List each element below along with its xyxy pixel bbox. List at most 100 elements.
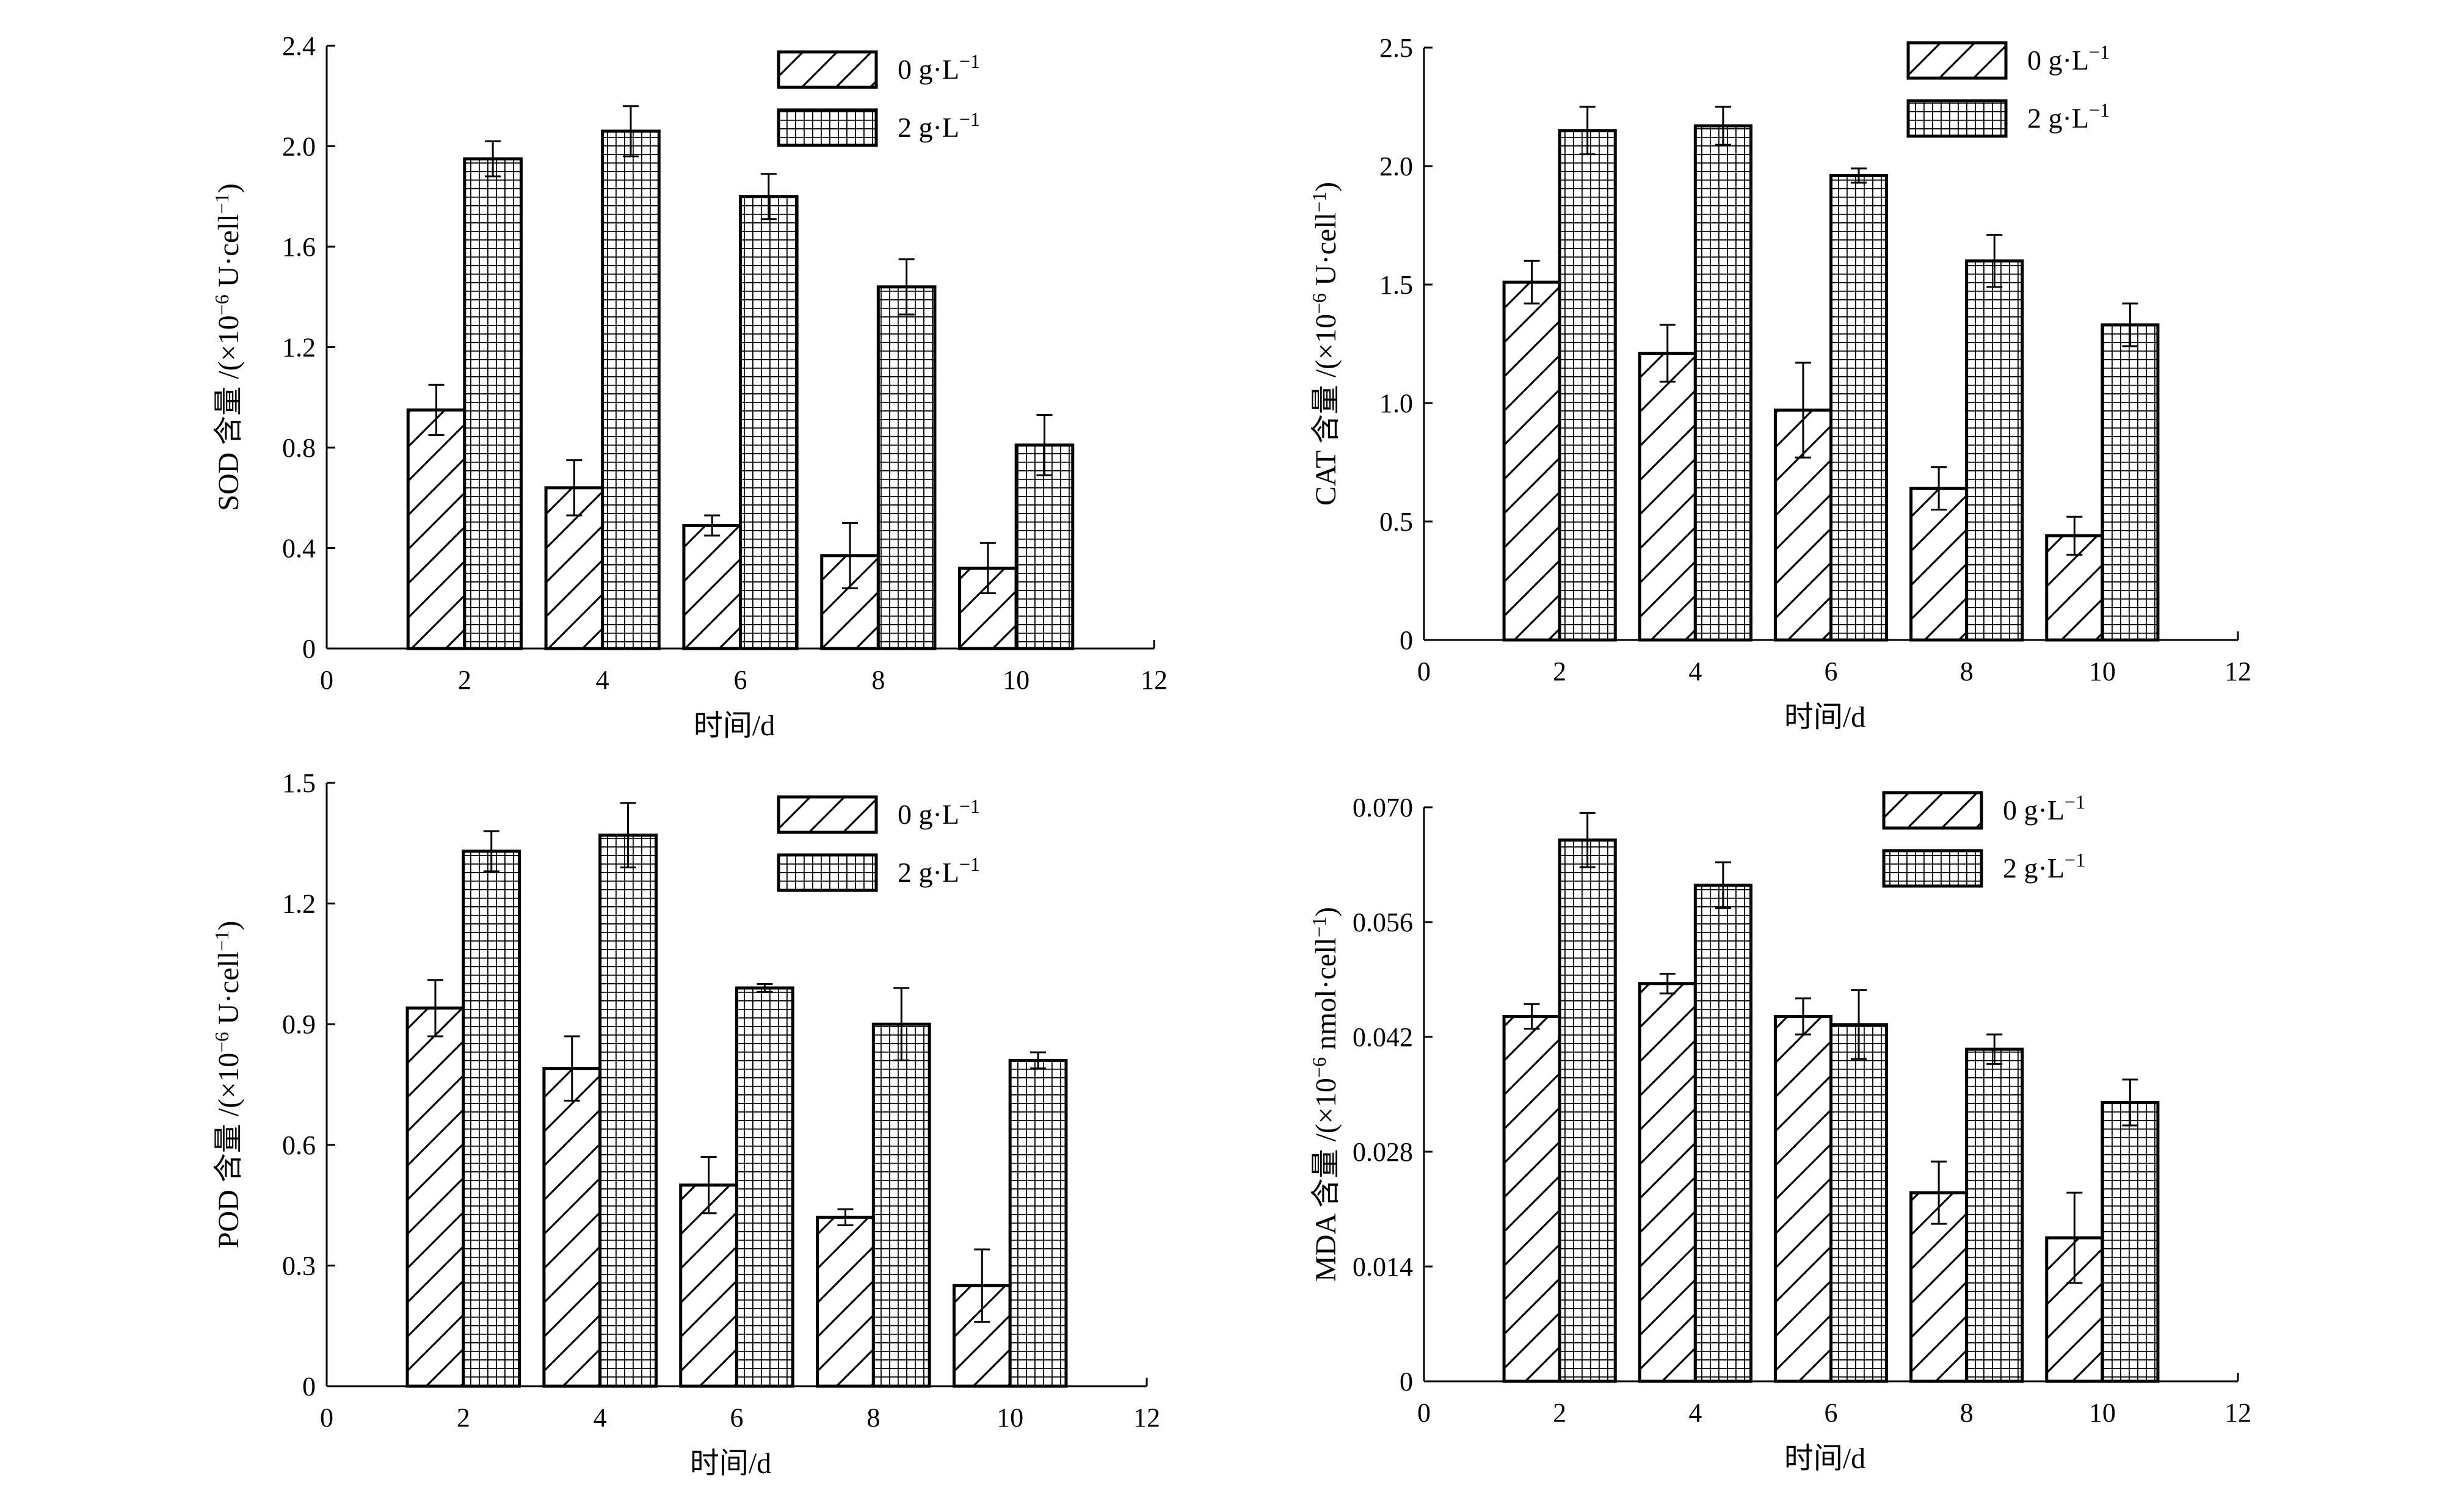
y-tick-label: 0.8 <box>282 433 316 463</box>
y-tick-label: 1.2 <box>282 333 316 363</box>
x-tick-label: 6 <box>730 1403 744 1433</box>
x-tick-label: 2 <box>457 1403 470 1433</box>
bar-2g-day-10 <box>2101 323 2160 642</box>
y-tick-label: 2.0 <box>282 132 316 162</box>
x-tick-label: 2 <box>1553 656 1566 686</box>
y-tick-label: 0 <box>302 1372 316 1401</box>
y-tick-label: 0.028 <box>1353 1137 1413 1167</box>
legend-swatch-grid-hatch <box>777 853 878 892</box>
x-axis-title: 时间/d <box>1784 1442 1865 1475</box>
legend-swatch-grid-hatch <box>1882 849 1983 888</box>
bar-2g-day-10 <box>1008 1058 1068 1388</box>
x-tick-label: 2 <box>458 665 471 695</box>
bar-2g-day-4 <box>601 129 661 650</box>
legend-swatch-diagonal-hatch <box>1882 791 1983 830</box>
bar-2g-day-8 <box>1965 1047 2024 1383</box>
x-tick-label: 0 <box>320 1403 333 1433</box>
y-tick-label: 0.014 <box>1353 1252 1413 1282</box>
bar-0g-day-8 <box>1909 487 1969 642</box>
legend-label: 2 g·L−1 <box>2027 99 2110 134</box>
legend: 0 g·L−1 2 g·L−1 <box>777 795 980 892</box>
x-tick-label: 0 <box>1417 1398 1431 1428</box>
legend-label: 2 g·L−1 <box>2003 849 2085 884</box>
x-tick-label: 12 <box>1141 665 1168 695</box>
x-tick-label: 12 <box>2225 1398 2251 1428</box>
y-axis-title: CAT 含量 /(×10−6 U·cell−1) <box>1308 182 1342 506</box>
bar-2g-day-4 <box>598 834 658 1388</box>
x-tick-label: 10 <box>1003 665 1030 695</box>
y-axis-title: MDA 含量 /(×10−6 nmol·cell−1) <box>1308 907 1342 1282</box>
y-tick-label: 2.4 <box>282 31 316 61</box>
bar-0g-day-6 <box>682 523 742 650</box>
bar-2g-day-2 <box>462 849 521 1388</box>
y-tick-label: 1.0 <box>1379 388 1413 418</box>
bar-0g-day-2 <box>1502 1014 1561 1383</box>
x-tick-label: 8 <box>871 665 885 695</box>
y-tick-label: 0.056 <box>1353 907 1413 937</box>
legend-label: 0 g·L−1 <box>2027 41 2110 76</box>
x-tick-label: 6 <box>1825 656 1838 686</box>
y-tick-label: 1.2 <box>282 889 316 919</box>
x-tick-label: 4 <box>1688 1398 1702 1428</box>
mda-chart: 0 0.014 0.028 0.042 0.056 0.070 0 2 4 6 8 10 12 时间/d M… <box>1308 791 2251 1475</box>
bar-2g-day-10 <box>1014 443 1075 650</box>
bar-2g-day-10 <box>2101 1100 2160 1383</box>
legend-swatch-diagonal-hatch <box>777 50 878 89</box>
legend-label: 0 g·L−1 <box>898 795 980 830</box>
y-tick-label: 1.5 <box>1379 270 1413 300</box>
bar-0g-day-2 <box>405 1006 465 1388</box>
x-tick-label: 12 <box>2225 656 2251 686</box>
bar-0g-day-6 <box>679 1183 739 1388</box>
bar-2g-day-8 <box>1965 259 2024 642</box>
x-tick-label: 0 <box>320 665 333 695</box>
y-tick-label: 1.6 <box>282 232 316 262</box>
y-tick-label: 0.9 <box>282 1009 316 1039</box>
y-tick-label: 0 <box>1400 1367 1413 1397</box>
legend-label: 2 g·L−1 <box>898 108 980 143</box>
y-tick-label: 1.5 <box>282 768 316 798</box>
bar-2g-day-6 <box>735 986 794 1388</box>
x-tick-label: 10 <box>2089 1398 2116 1428</box>
bar-2g-day-4 <box>1693 124 1752 642</box>
legend-label: 0 g·L−1 <box>2003 791 2085 826</box>
x-tick-label: 8 <box>1960 656 1974 686</box>
x-tick-label: 12 <box>1133 1403 1160 1433</box>
y-tick-label: 0 <box>1400 625 1413 655</box>
x-tick-label: 4 <box>1688 656 1702 686</box>
bar-2g-day-6 <box>739 195 799 650</box>
bar-0g-day-6 <box>1773 1014 1832 1383</box>
bar-2g-day-8 <box>871 1022 931 1388</box>
legend: 0 g·L−1 2 g·L−1 <box>1906 41 2110 138</box>
bar-0g-day-4 <box>1638 982 1697 1383</box>
legend-label: 2 g·L−1 <box>898 853 980 888</box>
x-axis-title: 时间/d <box>690 1447 771 1480</box>
cat-chart: 0 0.5 1.0 1.5 2.0 2.5 0 2 4 6 8 10 12 时间/d CAT 含量 /(×1… <box>1308 33 2251 733</box>
x-tick-label: 4 <box>594 1403 607 1433</box>
y-axis-title: SOD 含量 /(×10−6 U·cell−1) <box>211 183 245 511</box>
y-tick-label: 0 <box>302 634 316 664</box>
y-tick-label: 0.4 <box>282 534 316 564</box>
y-axis-title: POD 含量 /(×10−6 U·cell−1) <box>211 921 245 1248</box>
y-tick-label: 0.5 <box>1379 507 1413 537</box>
bar-0g-day-8 <box>816 1215 875 1388</box>
x-tick-label: 0 <box>1417 656 1431 686</box>
y-tick-label: 2.0 <box>1379 151 1413 181</box>
x-tick-label: 2 <box>1553 1398 1566 1428</box>
bar-2g-day-2 <box>1558 838 1617 1383</box>
bar-0g-day-10 <box>2045 534 2104 642</box>
bar-2g-day-4 <box>1693 884 1752 1383</box>
bar-0g-day-4 <box>1638 352 1697 642</box>
bar-2g-day-2 <box>1558 129 1617 642</box>
pod-chart: 0 0.3 0.6 0.9 1.2 1.5 0 2 4 6 8 10 12 时间/d POD 含量 /(×1… <box>211 768 1160 1480</box>
legend: 0 g·L−1 2 g·L−1 <box>1882 791 2085 888</box>
bar-2g-day-6 <box>1829 1023 1889 1383</box>
sod-chart: 0 0.4 0.8 1.2 1.6 2.0 2.4 0 2 4 6 8 10 12 时间/d SOD 含量 /… <box>211 31 1168 742</box>
x-axis-title: 时间/d <box>694 710 775 742</box>
x-axis-title: 时间/d <box>1784 701 1865 733</box>
bar-0g-day-2 <box>1502 280 1561 642</box>
legend-swatch-diagonal-hatch <box>777 795 878 834</box>
y-tick-label: 0.042 <box>1353 1022 1413 1052</box>
x-tick-label: 6 <box>1825 1398 1838 1428</box>
x-tick-label: 8 <box>1960 1398 1974 1428</box>
